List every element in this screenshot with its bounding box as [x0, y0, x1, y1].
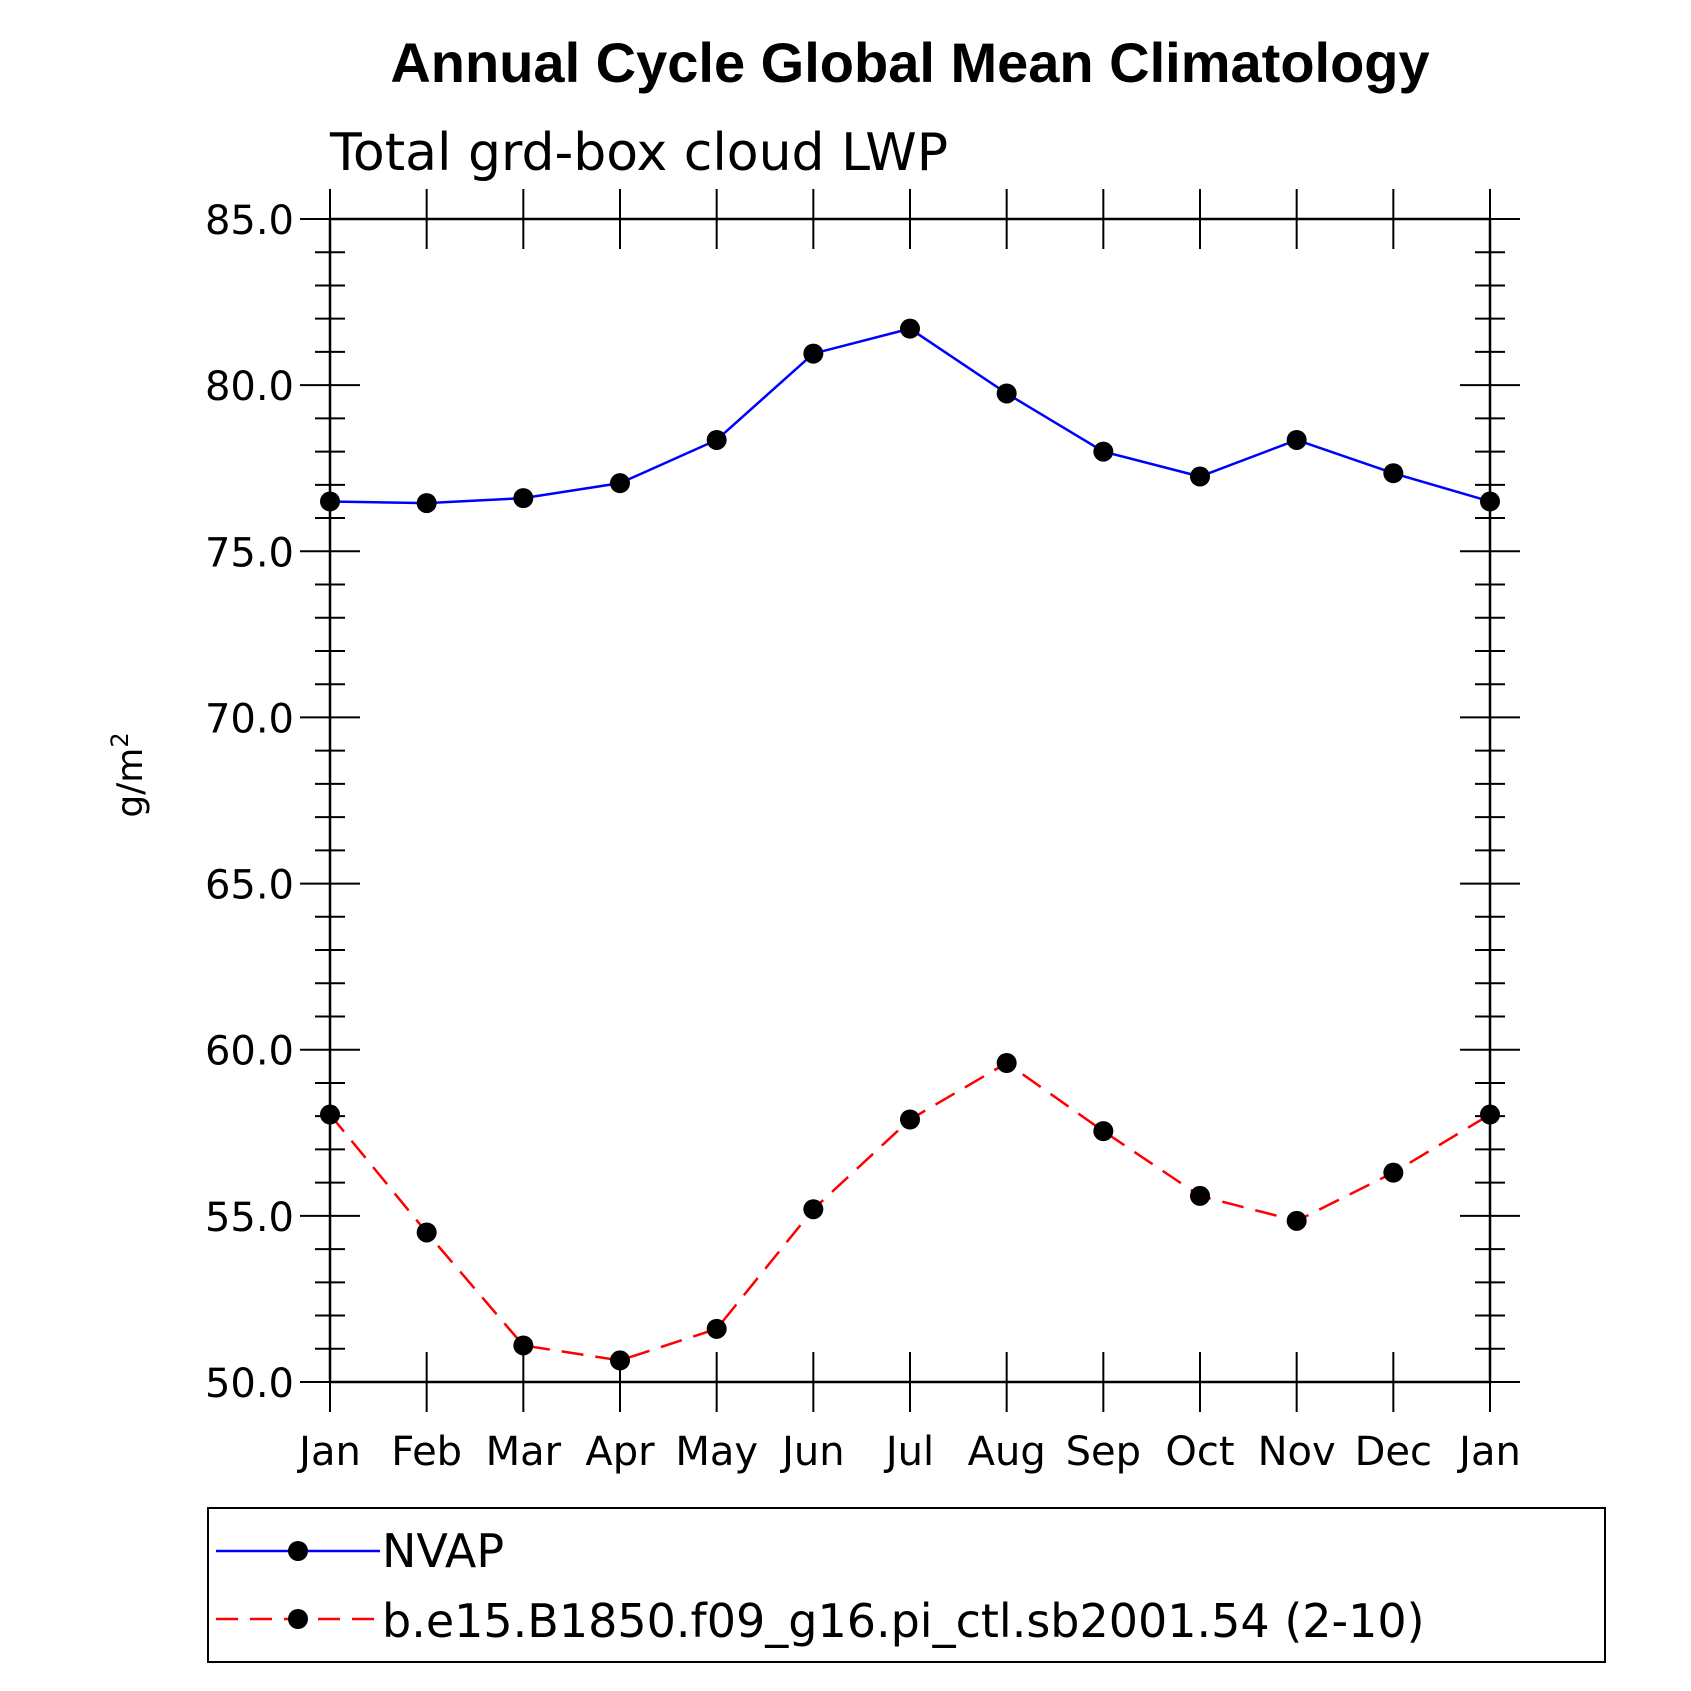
x-tick-label: Jun [779, 1429, 845, 1475]
data-point-series-0 [416, 493, 437, 514]
x-tick-label: Oct [1165, 1429, 1234, 1475]
data-point-series-0 [1093, 441, 1114, 462]
chart-title: Annual Cycle Global Mean Climatology [390, 31, 1429, 94]
data-point-series-0 [1480, 491, 1500, 512]
y-tick-label: 60.0 [205, 1029, 294, 1075]
data-point-series-0 [1286, 429, 1307, 450]
x-tick-label: Aug [968, 1429, 1046, 1475]
chart-subtitle: Total grd-box cloud LWP [329, 123, 948, 183]
y-tick-label: 80.0 [205, 364, 294, 410]
x-axis-ticks: Jan Feb Mar Apr May Jun Jul Aug Sep Oct Nov Dec Jan [296, 189, 1521, 1475]
y-tick-label: 65.0 [205, 863, 294, 909]
series-lines [329, 327, 1491, 1362]
x-tick-label: Nov [1258, 1429, 1336, 1475]
y-axis-label-superscript: 2 [106, 732, 134, 747]
data-point-series-1 [803, 1199, 824, 1220]
data-point-series-0 [610, 473, 630, 494]
y-axis-label: g/m2 [106, 732, 151, 817]
x-tick-label: Sep [1066, 1429, 1141, 1475]
x-tick-label: Jan [1456, 1429, 1521, 1475]
data-point-series-1 [1190, 1185, 1210, 1206]
data-point-series-1 [996, 1053, 1017, 1074]
x-tick-label: Jan [296, 1429, 361, 1475]
series-line-0 [329, 327, 1491, 505]
y-tick-label: 75.0 [205, 530, 294, 576]
data-point-series-0 [706, 429, 727, 450]
x-tick-label: Feb [391, 1429, 462, 1475]
y-tick-label: 85.0 [205, 198, 294, 244]
x-tick-label: May [675, 1429, 758, 1475]
legend-marker-nvap [288, 1541, 308, 1561]
series-points [320, 318, 1500, 1371]
x-tick-label: Mar [486, 1429, 562, 1475]
y-tick-label: 55.0 [205, 1195, 294, 1241]
data-point-series-0 [320, 491, 340, 512]
data-point-series-0 [900, 318, 920, 339]
legend-box [207, 1507, 1606, 1663]
x-tick-label: Dec [1355, 1429, 1432, 1475]
data-point-series-1 [513, 1335, 534, 1356]
legend-label-nvap: NVAP [382, 1524, 504, 1578]
plot-border [328, 217, 1492, 1384]
plot-frame [328, 217, 1492, 1384]
x-tick-label: Apr [585, 1429, 655, 1475]
series-line-1 [329, 1061, 1491, 1362]
data-point-series-1 [900, 1109, 920, 1130]
legend: NVAP b.e15.B1850.f09_g16.pi_ctl.sb2001.5… [207, 1507, 1606, 1663]
data-point-series-0 [996, 383, 1017, 404]
y-axis-ticks: 50.0 55.0 60.0 65.0 70.0 75.0 80.0 85.0 [205, 198, 1520, 1407]
data-point-series-0 [1383, 463, 1404, 484]
svg-text:g/m2: g/m2 [106, 732, 151, 817]
data-point-series-1 [1480, 1104, 1500, 1125]
data-point-series-0 [513, 488, 534, 509]
data-point-series-0 [1190, 466, 1210, 487]
y-tick-label: 50.0 [205, 1361, 294, 1407]
x-tick-label: Jul [883, 1429, 934, 1475]
data-point-series-1 [706, 1318, 727, 1339]
data-point-series-1 [1383, 1162, 1404, 1183]
data-point-series-1 [1093, 1121, 1114, 1142]
data-point-series-1 [1286, 1210, 1307, 1231]
y-tick-label: 70.0 [205, 696, 294, 742]
data-point-series-1 [416, 1222, 437, 1243]
data-point-series-0 [803, 343, 824, 364]
legend-marker-model [288, 1609, 308, 1629]
data-point-series-1 [610, 1350, 630, 1371]
data-point-series-1 [320, 1104, 340, 1125]
y-axis-label-text: g/m [110, 748, 151, 818]
legend-label-model: b.e15.B1850.f09_g16.pi_ctl.sb2001.54 (2-… [382, 1594, 1425, 1648]
